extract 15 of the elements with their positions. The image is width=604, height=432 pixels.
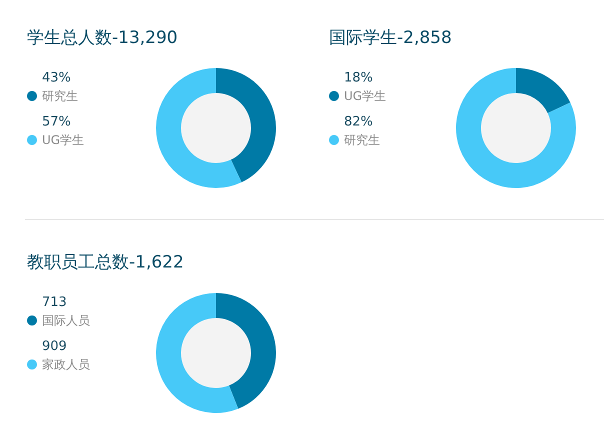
legend-label: 研究生 xyxy=(42,89,78,103)
data-label: 43% xyxy=(42,70,71,86)
legend-label: 研究生 xyxy=(344,133,380,147)
legend-label: UG学生 xyxy=(344,89,386,103)
data-label: 57% xyxy=(42,114,71,130)
data-label: 18% xyxy=(344,70,373,86)
data-label: 713 xyxy=(42,295,67,310)
legend-label: 国际人员 xyxy=(42,314,90,328)
data-label: 82% xyxy=(344,114,373,130)
legend-label: 家政人员 xyxy=(42,358,90,372)
chart-title: 学生总人数-13,290 xyxy=(27,28,178,48)
chart-title: 教职员工总数-1,622 xyxy=(27,252,184,272)
data-label: 909 xyxy=(42,339,67,354)
legend-label: UG学生 xyxy=(42,133,84,147)
chart-title: 国际学生-2,858 xyxy=(329,28,452,48)
